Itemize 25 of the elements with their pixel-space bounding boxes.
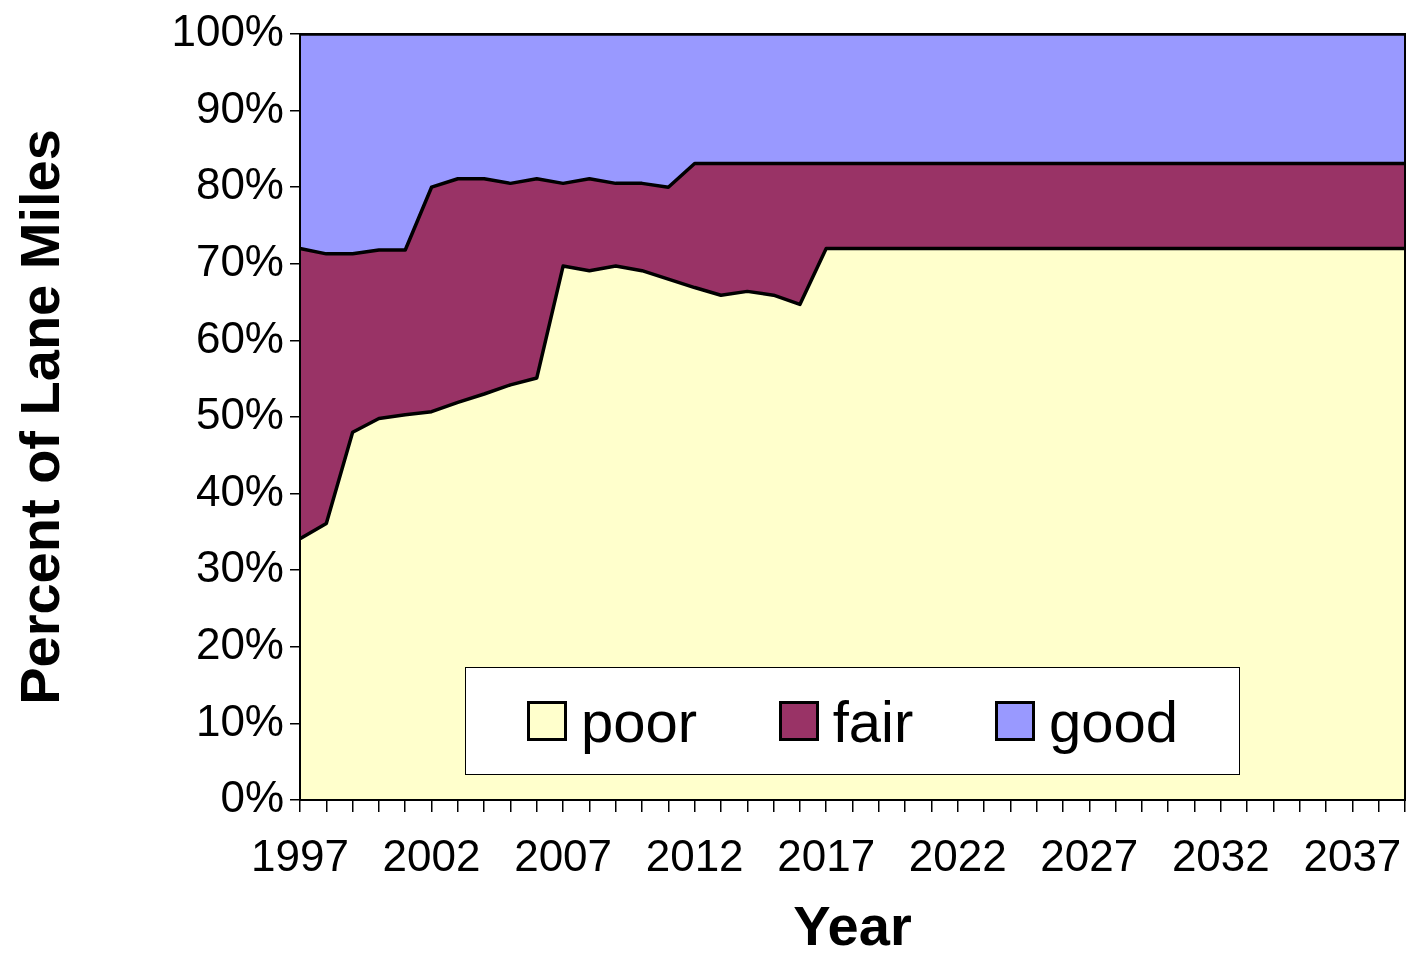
x-tick-label: 2022 bbox=[908, 830, 1007, 880]
y-tick-label: 40% bbox=[195, 465, 284, 515]
x-axis-title: Year bbox=[793, 893, 912, 957]
x-tick-label: 2027 bbox=[1040, 830, 1139, 880]
x-tick-label: 2017 bbox=[777, 830, 876, 880]
y-tick-label: 90% bbox=[195, 82, 284, 132]
x-tick-label: 2007 bbox=[514, 830, 613, 880]
x-tick-label: 2012 bbox=[645, 830, 744, 880]
x-tick-label: 2002 bbox=[382, 830, 481, 880]
y-tick-label: 80% bbox=[195, 159, 284, 209]
legend-label: fair bbox=[832, 687, 914, 755]
y-tick-label: 100% bbox=[171, 6, 284, 56]
x-tick-label: 1997 bbox=[251, 830, 349, 880]
x-tick-label: 2037 bbox=[1303, 830, 1402, 880]
y-tick-label: 70% bbox=[195, 235, 284, 285]
x-tick-label: 2032 bbox=[1171, 830, 1270, 880]
y-axis-title: Percent of Lane Miles bbox=[8, 129, 72, 705]
y-tick-label: 60% bbox=[195, 312, 284, 362]
y-tick-label: 20% bbox=[195, 618, 284, 668]
y-tick-label: 50% bbox=[195, 389, 284, 439]
legend-label: poor bbox=[580, 687, 697, 755]
y-tick-label: 10% bbox=[195, 695, 284, 745]
legend-label: good bbox=[1049, 687, 1179, 755]
y-tick-label: 0% bbox=[220, 772, 284, 822]
y-tick-label: 30% bbox=[195, 542, 284, 592]
